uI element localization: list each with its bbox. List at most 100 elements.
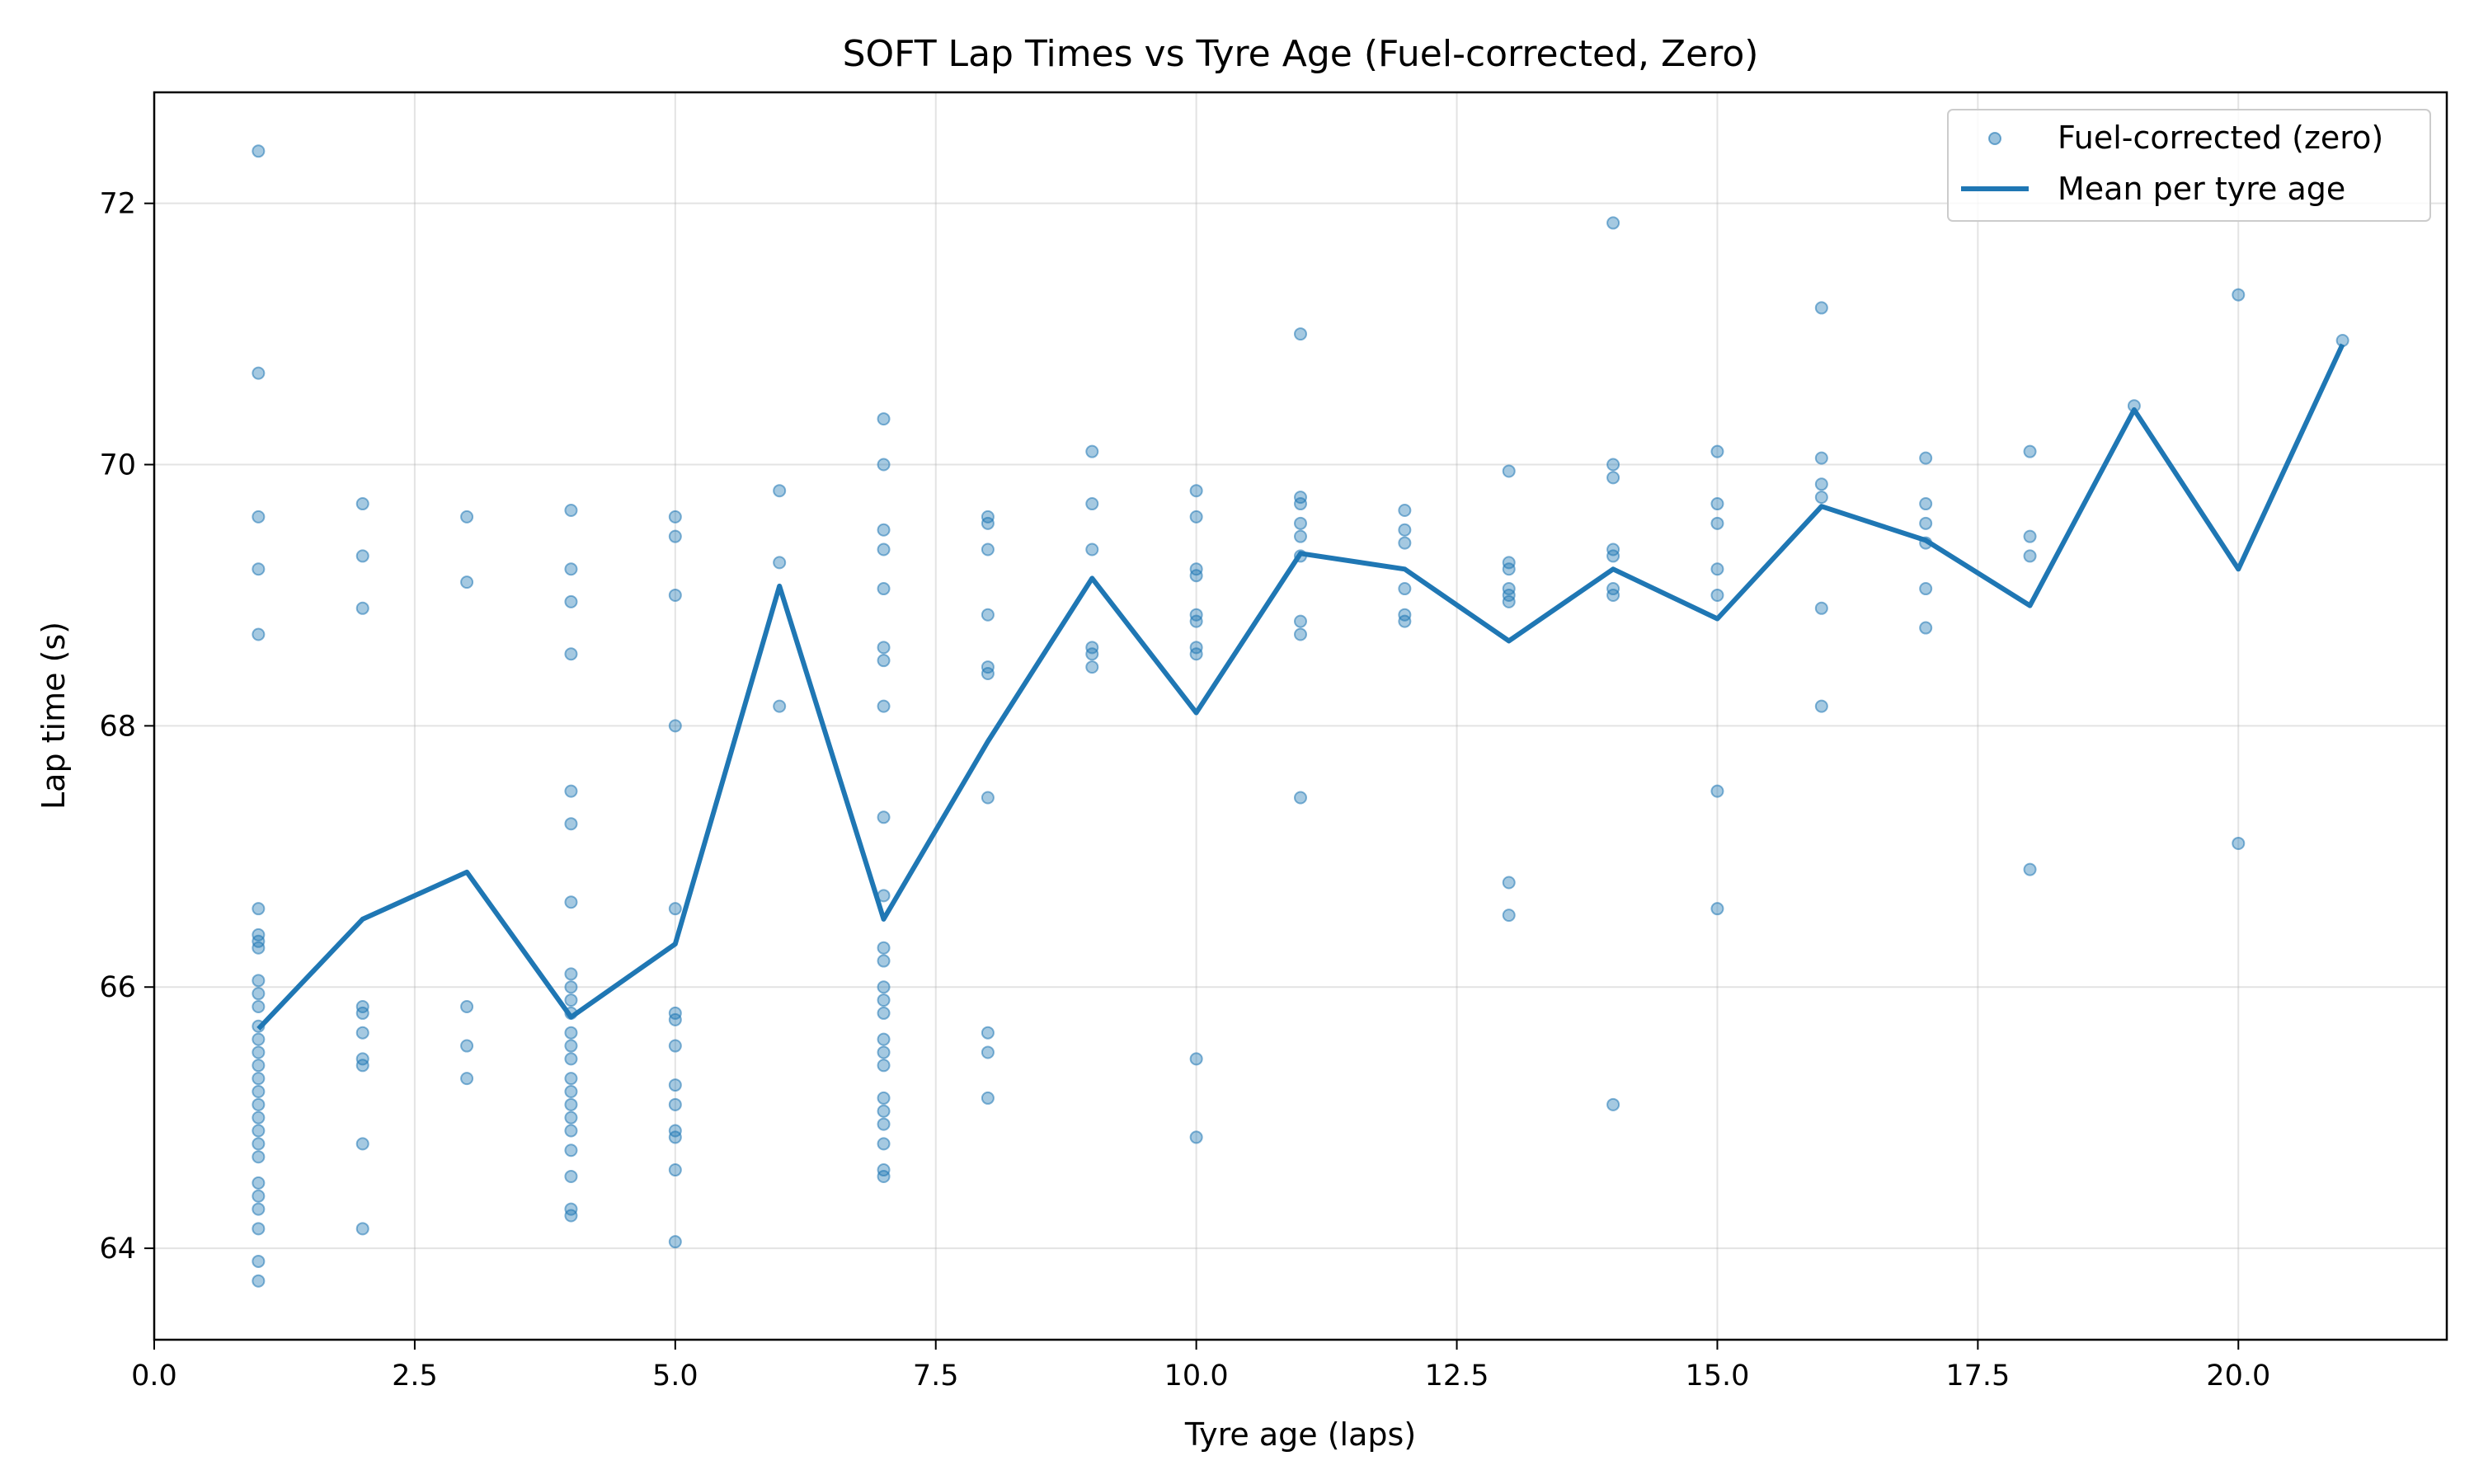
scatter-point [252,1189,266,1203]
scatter-point [668,1130,682,1144]
scatter-point [252,1137,266,1151]
scatter-point [564,1072,578,1086]
scatter-point [564,503,578,517]
scatter-point [564,993,578,1007]
scatter-point [981,516,995,530]
scatter-point [355,549,369,563]
scatter-point [877,954,891,968]
scatter-point [1814,477,1828,491]
scatter-point [252,144,266,158]
scatter-point [460,575,474,589]
scatter-point [1502,876,1516,890]
scatter-point [1085,542,1099,556]
scatter-point [668,588,682,602]
scatter-point [1606,458,1620,472]
scatter-point [1189,510,1203,524]
scatter-point [877,1104,891,1118]
scatter-point [2232,836,2246,850]
scatter-point [1919,621,1933,635]
scatter-point [1189,614,1203,628]
scatter-point [668,1039,682,1053]
scatter-point [564,1039,578,1053]
x-tick-label: 2.5 [392,1360,438,1392]
scatter-point [668,1163,682,1177]
scatter-point [1814,601,1828,615]
scatter-point [2023,549,2037,563]
scatter-point [1085,497,1099,511]
legend-box [1947,109,2431,222]
scatter-point [2232,288,2246,302]
scatter-point [2023,862,2037,876]
scatter-point [355,1026,369,1040]
x-tick-label: 20.0 [2206,1360,2270,1392]
scatter-point [252,1254,266,1268]
scatter-point [564,784,578,798]
scatter-point [564,1084,578,1098]
y-axis-ticks: 64 66 68 70 72 [99,188,154,1266]
scatter-point [252,562,266,576]
scatter-point [981,791,995,805]
scatter-point [773,556,787,570]
scatter-point [355,497,369,511]
scatter-point [1710,902,1724,916]
scatter-point [252,1084,266,1098]
scatter-point [564,967,578,981]
scatter-point [1919,516,1933,530]
scatter-point [355,1059,369,1073]
scatter-point [981,608,995,622]
scatter-point [252,1202,266,1216]
scatter-point [668,510,682,524]
scatter-point [355,1222,369,1236]
x-axis-ticks: 0.0 2.5 5.0 7.5 10.0 12.5 15.0 17.5 20.0 [131,1340,2270,1392]
x-tick-label: 5.0 [652,1360,698,1392]
scatter-point [252,627,266,641]
scatter-point [1189,1052,1203,1066]
scatter-point [668,1235,682,1249]
scatter-point [1294,516,1307,530]
scatter-point [564,594,578,608]
scatter-point [252,987,266,1001]
scatter-point [1398,582,1412,596]
scatter-point [252,366,266,380]
scatter-point [564,1026,578,1040]
scatter-point [1085,647,1099,661]
scatter-point [877,1091,891,1105]
scatter-point [1814,491,1828,505]
scatter-point [252,941,266,955]
scatter-point [460,1000,474,1014]
scatter-point [773,699,787,713]
scatter-point [1189,1130,1203,1144]
scatter-point [1398,503,1412,517]
scatter-point [1814,301,1828,315]
scatter-point [564,1111,578,1125]
scatter-point [1606,1097,1620,1111]
scatter-point [252,510,266,524]
scatter-point [668,529,682,543]
scatter-point [668,1097,682,1111]
scatter-point [981,1091,995,1105]
scatter-point [564,562,578,576]
scatter-point [1294,627,1307,641]
scatter-point [564,1169,578,1183]
scatter-point [1606,549,1620,563]
y-tick-label: 66 [99,971,136,1004]
scatter-point [564,1097,578,1111]
scatter-point [668,902,682,916]
chart-title: SOFT Lap Times vs Tyre Age (Fuel-correct… [843,33,1759,75]
scatter-point [877,458,891,472]
scatter-point [981,667,995,681]
scatter-point [1085,660,1099,674]
scatter-point [1919,497,1933,511]
legend-marker-scatter [1988,132,2001,145]
scatter-point [252,1032,266,1046]
scatter-point [1606,588,1620,602]
scatter-point [1398,536,1412,550]
scatter-point [1814,451,1828,465]
scatter-point [877,810,891,824]
scatter-point [252,1222,266,1236]
scatter-point [355,1137,369,1151]
scatter-point [460,1039,474,1053]
scatter-point [252,1150,266,1164]
